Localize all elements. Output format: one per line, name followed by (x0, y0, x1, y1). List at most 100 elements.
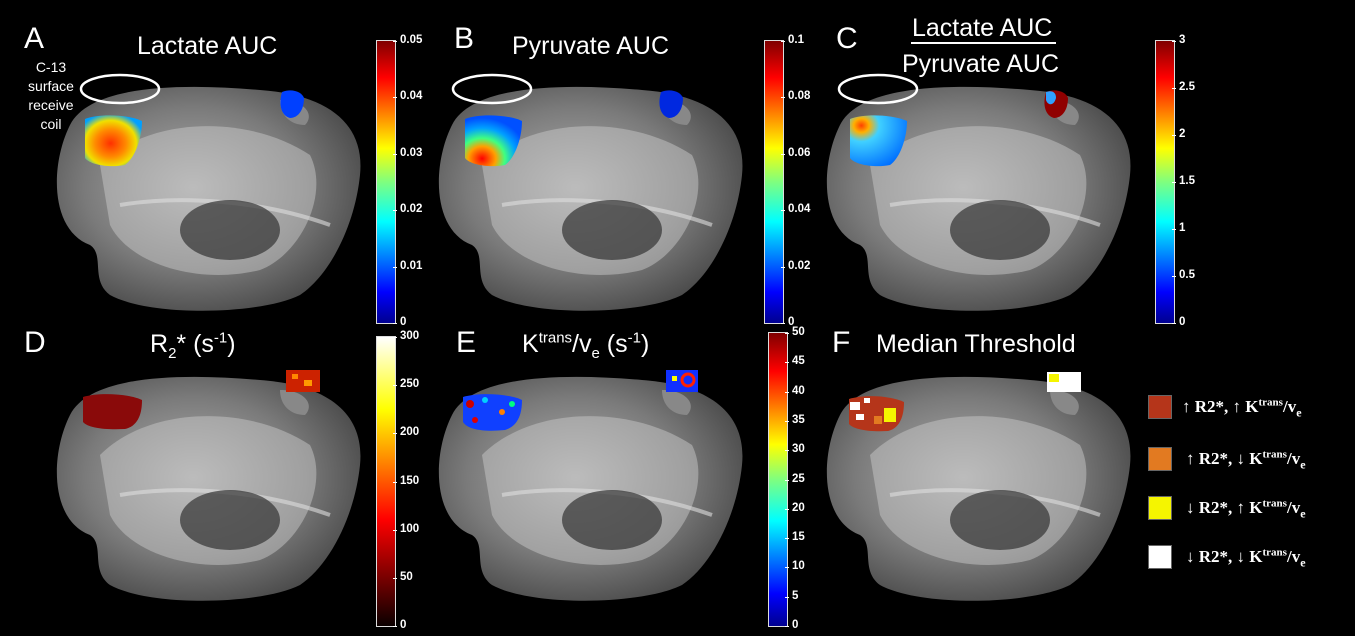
mri-image-f (826, 376, 1131, 601)
colorbar-tick-label: 0.01 (400, 259, 423, 272)
panel-letter-d: D (24, 326, 46, 359)
colorbar-tick-mark (785, 450, 789, 452)
colorbar-tick-mark (781, 266, 785, 268)
colorbar-tick-label: 0 (400, 316, 407, 328)
tumor-overlay-d-left (83, 394, 142, 430)
tumor-overlay-b-left (465, 115, 522, 167)
colorbar-tick-mark (1172, 135, 1176, 136)
legend-label: ↓ R2*, ↑ Ktrans/ve (1186, 497, 1306, 521)
colorbar-tick-mark (785, 362, 789, 364)
colorbar-tick-mark (393, 481, 397, 483)
panel-letter-e: E (456, 326, 477, 359)
colorbar-tick-label: 0.04 (400, 90, 423, 103)
tumor-overlay-d-right (286, 370, 320, 392)
colorbar-tick-mark (785, 508, 789, 510)
colorbar-tick-mark (393, 41, 397, 42)
colorbar-tick-mark (781, 323, 785, 324)
colorbar-tick-label: 0.08 (788, 90, 811, 103)
colorbar-tick-mark (393, 626, 397, 627)
colorbar-tick-label: 1.5 (1179, 175, 1195, 187)
legend-swatch (1148, 447, 1172, 471)
panel-letter-c: C (836, 22, 858, 55)
colorbar-tick-mark (393, 529, 397, 531)
colorbar-tick-label: 0.02 (400, 203, 423, 216)
legend-swatch (1148, 496, 1172, 520)
colorbar-tick-label: 0.1 (788, 34, 804, 46)
colorbar-tick-label: 1 (1179, 222, 1186, 234)
coil-outline-a (79, 73, 161, 105)
colorbar-tick-label: 0.5 (1179, 269, 1195, 281)
colorbar-tick-label: 50 (400, 570, 413, 583)
colorbar-tick-mark (393, 266, 397, 268)
colorbar-tick-label: 300 (400, 330, 420, 342)
legend-item: ↑ R2*, ↑ Ktrans/ve (1148, 395, 1302, 419)
colorbar-tick-mark (785, 626, 789, 627)
coil-outline-b (451, 73, 533, 105)
colorbar-tick-label: 0.03 (400, 146, 423, 159)
legend-swatch (1148, 395, 1172, 419)
legend-item: ↓ R2*, ↓ Ktrans/ve (1148, 545, 1306, 569)
colorbar-tick-label: 35 (792, 413, 805, 426)
panel-letter-b: B (454, 22, 475, 55)
panel-title-a: Lactate AUC (137, 32, 278, 60)
colorbar-tick-mark (785, 479, 789, 481)
tumor-overlay-f-right (1047, 372, 1081, 392)
colorbar-tick-label: 40 (792, 384, 805, 397)
tumor-overlay-c-left (850, 115, 907, 167)
colorbar-tick-label: 2 (1179, 128, 1186, 140)
colorbar-tick-label: 5 (792, 589, 799, 602)
colorbar-tick-mark (393, 97, 397, 99)
colorbar-tick-label: 25 (792, 472, 805, 485)
legend-item: ↑ R2*, ↓ Ktrans/ve (1148, 447, 1306, 471)
colorbar-tick-mark (393, 337, 397, 338)
colorbar-tick-mark (393, 577, 397, 579)
colorbar-tick-label: 0 (1179, 316, 1186, 328)
colorbar-tick-label: 0.05 (400, 34, 423, 46)
tumor-overlay-e-right (666, 370, 698, 392)
panel-letter-f: F (832, 326, 851, 359)
tumor-overlay-a-left (85, 115, 142, 167)
colorbar-tick-label: 3 (1179, 34, 1186, 46)
colorbar-tick-label: 150 (400, 474, 420, 487)
colorbar-b (764, 40, 784, 324)
tumor-overlay-b-right (659, 90, 683, 118)
colorbar-tick-mark (781, 210, 785, 212)
tumor-overlay-a-right (280, 90, 304, 118)
colorbar-tick-mark (393, 385, 397, 387)
panel-letter-a: A (24, 22, 45, 55)
colorbar-tick-mark (785, 391, 789, 393)
tumor-overlay-c-right (1044, 90, 1068, 118)
tumor-overlay-e-left (463, 394, 522, 431)
colorbar-tick-label: 45 (792, 355, 805, 368)
colorbar-tick-mark (785, 538, 789, 540)
colorbar-tick-label: 250 (400, 378, 420, 391)
colorbar-tick-mark (781, 97, 785, 99)
colorbar-tick-mark (393, 210, 397, 212)
colorbar-tick-label: 10 (792, 560, 805, 573)
legend-item: ↓ R2*, ↑ Ktrans/ve (1148, 496, 1306, 520)
colorbar-tick-mark (393, 323, 397, 324)
colorbar-tick-mark (1172, 182, 1176, 183)
colorbar-tick-mark (1172, 41, 1176, 42)
colorbar-tick-mark (781, 41, 785, 42)
colorbar-tick-mark (781, 153, 785, 155)
colorbar-tick-mark (785, 420, 789, 422)
colorbar-tick-mark (785, 567, 789, 569)
colorbar-tick-label: 100 (400, 522, 420, 535)
legend-label: ↑ R2*, ↑ Ktrans/ve (1182, 396, 1302, 420)
colorbar-tick-label: 0.02 (788, 259, 811, 272)
mri-image-e (438, 376, 743, 601)
panel-title-f: Median Threshold (876, 330, 1076, 358)
colorbar-tick-mark (785, 333, 789, 334)
colorbar-tick-mark (393, 433, 397, 435)
colorbar-tick-label: 0 (400, 619, 407, 631)
colorbar-tick-label: 15 (792, 531, 805, 544)
colorbar-tick-mark (1172, 276, 1176, 277)
colorbar-tick-mark (1172, 88, 1176, 89)
colorbar-tick-label: 20 (792, 501, 805, 514)
colorbar-tick-label: 0.06 (788, 146, 811, 159)
colorbar-tick-label: 0 (788, 316, 795, 328)
legend-label: ↓ R2*, ↓ Ktrans/ve (1186, 546, 1306, 570)
colorbar-tick-mark (785, 596, 789, 598)
colorbar-tick-label: 200 (400, 426, 420, 439)
